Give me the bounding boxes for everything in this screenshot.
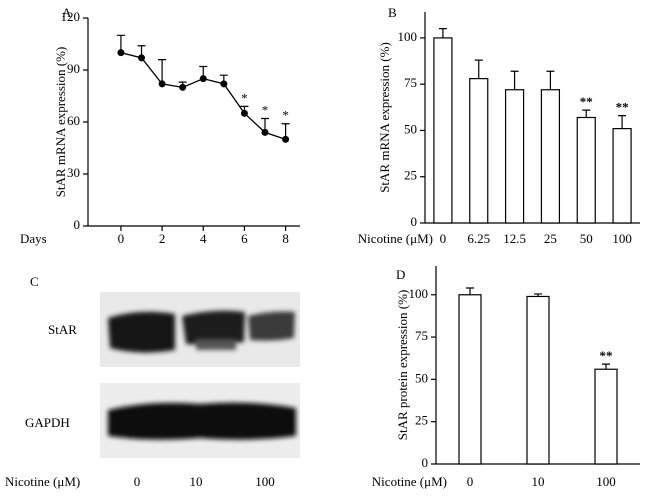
y-axis-label: StAR mRNA expression (%) bbox=[53, 47, 68, 198]
y-tick-label: 25 bbox=[404, 168, 417, 183]
y-tick-label: 25 bbox=[415, 413, 428, 428]
bar bbox=[540, 89, 561, 224]
significance: ** bbox=[616, 100, 629, 115]
y-tick-label: 30 bbox=[67, 165, 80, 180]
y-axis-label: StAR mRNA expression (%) bbox=[377, 42, 392, 193]
error-bar bbox=[510, 70, 519, 90]
x-tick-label: 2 bbox=[159, 231, 166, 246]
x-axis-label: Days bbox=[20, 231, 47, 246]
x-tick-label: 4 bbox=[200, 231, 207, 246]
significance: ** bbox=[580, 94, 593, 109]
y-axis-label: StAR protein expression (%) bbox=[395, 290, 410, 441]
x-tick-label: 0 bbox=[440, 231, 447, 246]
bar bbox=[469, 78, 489, 224]
x-axis-label: Nicotine (μM) bbox=[358, 231, 433, 246]
panel-letter: C bbox=[30, 274, 39, 289]
bar bbox=[526, 295, 550, 465]
error-bar bbox=[602, 363, 610, 370]
y-tick-label: 75 bbox=[404, 75, 417, 90]
x-tick-label: 12.5 bbox=[503, 231, 526, 246]
error-bar bbox=[158, 59, 167, 84]
bar bbox=[458, 294, 482, 465]
significance: ** bbox=[600, 348, 613, 363]
x-tick-label: 8 bbox=[282, 231, 289, 246]
error-bar bbox=[474, 59, 483, 79]
bar bbox=[433, 37, 453, 224]
blot-panel: C StAR GAPDH Nicotine (μM) 0 10 100 bbox=[5, 274, 300, 489]
x-tick-label: 50 bbox=[580, 231, 593, 246]
x-axis-label: Nicotine (μM) bbox=[372, 474, 447, 489]
panel-letter: A bbox=[62, 5, 72, 20]
bar bbox=[594, 368, 618, 465]
y-tick-label: 75 bbox=[415, 328, 428, 343]
marker bbox=[117, 49, 125, 57]
marker bbox=[282, 135, 290, 143]
x-tick-label: 6 bbox=[241, 231, 248, 246]
significance: * bbox=[282, 108, 289, 123]
row-label: GAPDH bbox=[25, 415, 70, 430]
significance: * bbox=[262, 103, 269, 118]
x-tick-label: 0 bbox=[118, 231, 125, 246]
x-axis-label: Nicotine (μM) bbox=[5, 474, 80, 489]
x-tick-label: 6.25 bbox=[467, 231, 490, 246]
marker bbox=[158, 80, 166, 88]
lane-label: 100 bbox=[255, 474, 275, 489]
error-bar bbox=[582, 109, 591, 118]
y-tick-label: 50 bbox=[415, 370, 428, 385]
row-label: StAR bbox=[48, 322, 77, 337]
marker bbox=[261, 128, 269, 136]
error-bar bbox=[466, 287, 474, 295]
y-tick-label: 120 bbox=[61, 9, 81, 24]
marker bbox=[138, 54, 146, 62]
lane-label: 10 bbox=[190, 474, 203, 489]
panel-letter: D bbox=[396, 267, 405, 282]
y-tick-label: 50 bbox=[404, 121, 417, 136]
line bbox=[120, 52, 286, 140]
marker bbox=[199, 75, 207, 83]
lane-label: 0 bbox=[134, 474, 141, 489]
error-bar bbox=[546, 70, 555, 90]
x-tick-label: 100 bbox=[612, 231, 632, 246]
marker bbox=[179, 83, 187, 91]
bar bbox=[504, 89, 525, 224]
bar bbox=[576, 116, 596, 224]
y-tick-label: 0 bbox=[422, 455, 429, 470]
error-bar bbox=[438, 28, 447, 38]
y-tick-label: 60 bbox=[67, 113, 80, 128]
bar bbox=[612, 128, 632, 224]
x-tick-label: 10 bbox=[532, 474, 545, 489]
error-bar bbox=[618, 115, 627, 129]
y-tick-label: 100 bbox=[409, 286, 429, 301]
blot-bands bbox=[108, 310, 296, 440]
y-tick-label: 100 bbox=[398, 29, 418, 44]
marker bbox=[240, 109, 248, 117]
y-tick-label: 0 bbox=[74, 217, 81, 232]
y-tick-label: 90 bbox=[67, 61, 80, 76]
x-tick-label: 100 bbox=[596, 474, 616, 489]
significance: * bbox=[241, 90, 248, 105]
x-tick-label: 0 bbox=[467, 474, 474, 489]
y-tick-label: 0 bbox=[411, 214, 418, 229]
marker bbox=[220, 80, 228, 88]
panel-letter: B bbox=[388, 5, 397, 20]
x-tick-label: 25 bbox=[544, 231, 557, 246]
